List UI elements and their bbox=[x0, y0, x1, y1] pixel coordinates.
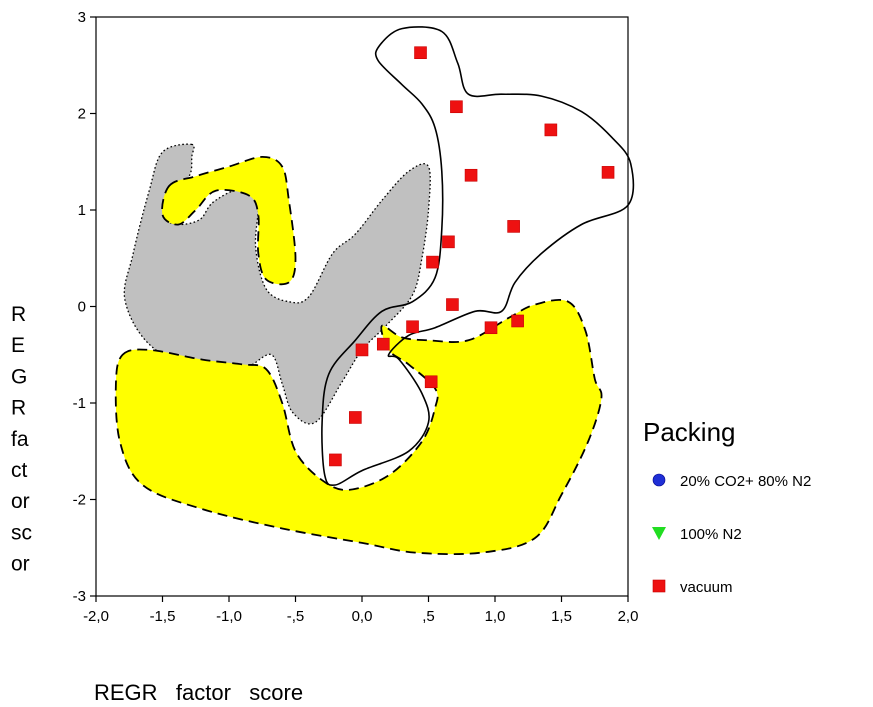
y-tick-label: -2 bbox=[73, 492, 86, 509]
x-tick-label: 1,5 bbox=[551, 608, 572, 625]
legend-label: 20% CO2+ 80% N2 bbox=[680, 473, 811, 490]
outline-layer bbox=[321, 26, 635, 487]
data-point-vacuum bbox=[601, 166, 615, 179]
legend-marker-square bbox=[652, 579, 666, 593]
y-tick-label: -3 bbox=[73, 588, 86, 605]
plot-area bbox=[95, 16, 635, 597]
y-tick-label: 0 bbox=[78, 299, 86, 316]
y-axis-label-line: ct bbox=[11, 459, 28, 482]
data-point-vacuum bbox=[464, 168, 478, 182]
y-axis-label-line: or bbox=[11, 490, 30, 513]
y-axis-label-line: E bbox=[11, 334, 25, 357]
x-axis-label: REGR factor score bbox=[94, 680, 303, 705]
points-layer bbox=[329, 46, 615, 467]
gray-region-0 bbox=[123, 143, 431, 425]
x-tick-label: -1,0 bbox=[216, 608, 242, 625]
data-point-vacuum bbox=[484, 321, 498, 335]
y-axis: 3 2 1 0 -1 -2 -3 bbox=[73, 9, 96, 605]
legend-item: 20% CO2+ 80% N2 bbox=[652, 473, 811, 490]
legend-label: vacuum bbox=[680, 579, 733, 596]
y-tick-label: -1 bbox=[73, 395, 86, 412]
data-point-vacuum bbox=[355, 343, 369, 357]
x-tick-label: -1,5 bbox=[150, 608, 176, 625]
data-point-vacuum bbox=[544, 123, 558, 137]
x-tick-label: -,5 bbox=[287, 608, 305, 625]
legend-label: 100% N2 bbox=[680, 526, 742, 543]
data-point-vacuum bbox=[426, 255, 439, 269]
x-tick-label: 0,0 bbox=[352, 608, 373, 625]
regions-layer bbox=[114, 143, 603, 556]
data-point-vacuum bbox=[349, 411, 362, 424]
y-axis-label-line: R bbox=[11, 303, 26, 326]
legend-item: vacuum bbox=[652, 579, 733, 596]
yellow-region-2 bbox=[114, 299, 603, 556]
x-axis: -2,0 -1,5 -1,0 -,5 0,0 ,5 1,0 1,5 2,0 bbox=[83, 596, 638, 625]
data-point-vacuum bbox=[376, 337, 390, 351]
data-point-vacuum bbox=[450, 100, 463, 114]
x-tick-label: -2,0 bbox=[83, 608, 109, 625]
x-tick-label: 1,0 bbox=[485, 608, 506, 625]
data-point-vacuum bbox=[424, 375, 438, 389]
data-point-vacuum bbox=[329, 453, 342, 467]
y-axis-label-line: R bbox=[11, 397, 26, 420]
legend-marker-triangle bbox=[652, 527, 666, 540]
legend-title: Packing bbox=[643, 417, 736, 447]
data-point-vacuum bbox=[414, 46, 427, 60]
data-point-vacuum bbox=[511, 314, 524, 328]
x-tick-label: 2,0 bbox=[618, 608, 639, 625]
legend: Packing 20% CO2+ 80% N2 100% N2 vacuum bbox=[643, 417, 811, 596]
legend-marker-circle bbox=[652, 473, 666, 487]
data-point-vacuum bbox=[406, 320, 419, 334]
y-tick-label: 1 bbox=[78, 202, 86, 219]
yellow-region-1 bbox=[161, 155, 297, 286]
y-axis-label-line: fa bbox=[11, 428, 29, 451]
y-axis-label-line: G bbox=[11, 365, 27, 388]
y-tick-label: 3 bbox=[78, 9, 86, 26]
legend-item: 100% N2 bbox=[652, 526, 742, 543]
x-tick-label: ,5 bbox=[422, 608, 435, 625]
y-axis-label-line: sc bbox=[11, 521, 32, 544]
y-axis-label-line: or bbox=[11, 553, 30, 576]
vacuum-outline-region bbox=[321, 26, 635, 487]
data-point-vacuum bbox=[446, 298, 459, 311]
data-point-vacuum bbox=[507, 220, 520, 233]
y-tick-label: 2 bbox=[78, 106, 86, 123]
data-point-vacuum bbox=[442, 235, 455, 249]
